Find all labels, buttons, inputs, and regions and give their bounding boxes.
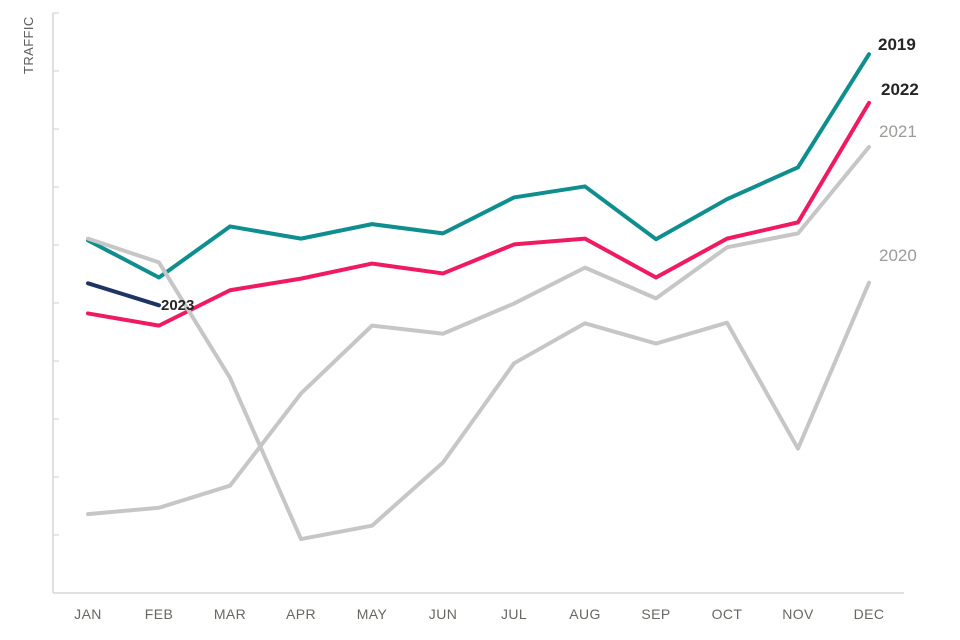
series-label-2021: 2021 — [879, 122, 917, 141]
month-label: JAN — [74, 606, 102, 622]
month-label: APR — [286, 606, 316, 622]
month-label: JUN — [428, 606, 458, 622]
month-label: NOV — [782, 606, 814, 622]
series-line-2019[interactable] — [86, 52, 871, 280]
month-label: FEB — [144, 606, 174, 622]
series-line-2022[interactable] — [86, 100, 871, 328]
series-line-2021[interactable] — [86, 144, 871, 517]
series-label-2023: 2023 — [161, 297, 195, 314]
y-axis-title: TRAFFIC — [21, 16, 36, 74]
series-label-2019: 2019 — [878, 35, 916, 54]
series-label-2022: 2022 — [881, 80, 919, 99]
month-label: MAY — [356, 606, 388, 622]
series-label-2020: 2020 — [879, 246, 917, 265]
month-label: JUL — [500, 606, 528, 622]
month-label: MAR — [213, 606, 247, 622]
series-line-2023[interactable] — [86, 281, 161, 308]
month-label: SEP — [641, 606, 671, 622]
month-label: OCT — [711, 606, 743, 622]
series-line-2020[interactable] — [86, 236, 871, 542]
month-label: DEC — [853, 606, 885, 622]
month-label: AUG — [569, 606, 601, 622]
